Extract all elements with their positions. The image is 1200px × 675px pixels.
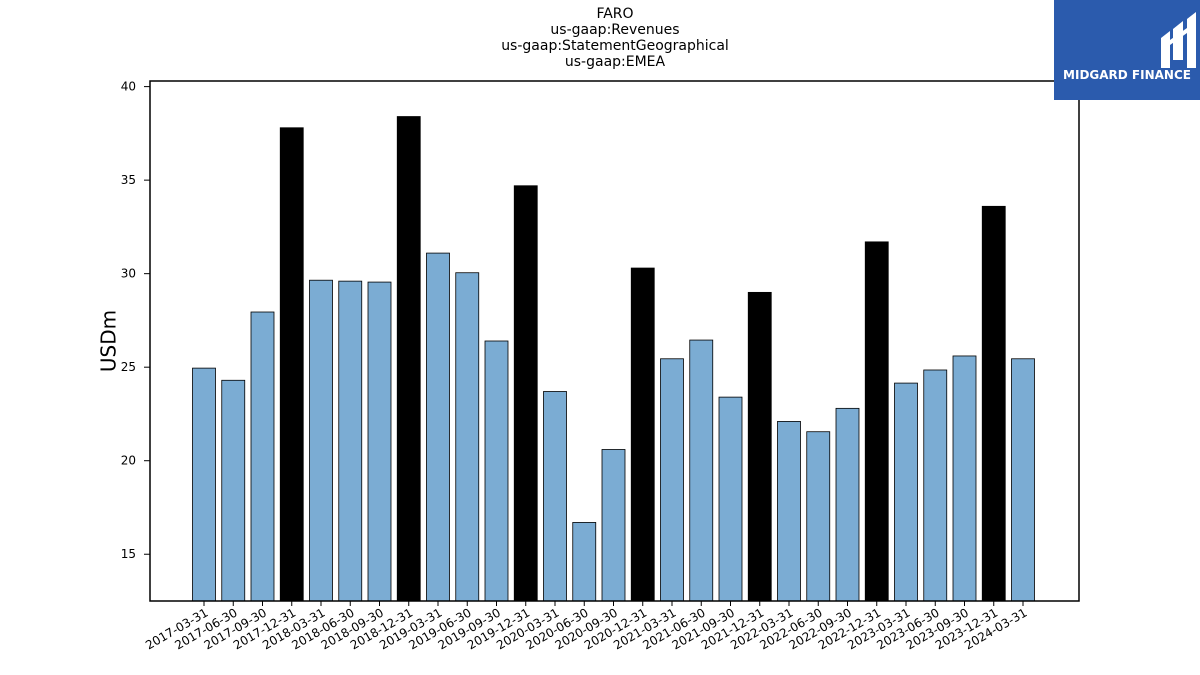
bar	[601, 449, 626, 602]
bar	[572, 522, 597, 602]
y-axis: 15 20 25 30 35 40	[121, 80, 150, 561]
bar	[777, 421, 801, 602]
bar	[250, 311, 275, 602]
bar	[309, 279, 333, 602]
chart-title-line-4: us-gaap:EMEA	[564, 54, 666, 70]
x-axis: 2017-03-312017-06-302017-09-302017-12-31…	[143, 601, 1030, 652]
chart-title: FARO us-gaap:Revenues us-gaap:StatementG…	[0, 6, 1200, 70]
bars-group	[192, 116, 1035, 602]
bar	[338, 280, 363, 602]
chart-title-line-1: FARO	[596, 6, 634, 22]
bar	[923, 369, 948, 602]
bar	[221, 379, 246, 602]
bar	[426, 252, 450, 602]
bar	[192, 367, 216, 602]
bar	[952, 355, 977, 602]
chart-title-line-2: us-gaap:Revenues	[550, 22, 680, 38]
chart-title-line-3: us-gaap:StatementGeographical	[501, 38, 729, 54]
bar	[806, 431, 831, 602]
bar	[835, 407, 860, 602]
bar	[367, 281, 392, 602]
y-tick-label: 30	[121, 267, 136, 281]
bar	[981, 205, 1006, 602]
y-tick-label: 15	[121, 547, 136, 561]
bar	[455, 272, 480, 602]
logo-mark-icon	[1161, 12, 1196, 68]
bar	[279, 127, 304, 602]
bar	[396, 116, 421, 602]
bar	[630, 267, 655, 602]
bar	[513, 185, 538, 602]
bar	[718, 396, 743, 602]
bar	[1011, 358, 1035, 602]
bar	[543, 391, 567, 602]
y-tick-label: 20	[121, 454, 136, 468]
bar	[660, 358, 684, 602]
midgard-finance-logo: MIDGARD FINANCE	[1054, 0, 1200, 100]
bar	[484, 340, 509, 602]
bar	[747, 291, 772, 602]
bar	[689, 339, 714, 602]
bar	[864, 241, 889, 602]
y-tick-label: 25	[121, 360, 136, 374]
y-tick-label: 35	[121, 173, 136, 187]
y-tick-label: 40	[121, 80, 136, 94]
bar	[894, 382, 918, 602]
y-axis-label: USDm	[97, 310, 121, 372]
logo-text: MIDGARD FINANCE	[1063, 68, 1191, 82]
plot-frame	[149, 80, 1080, 602]
